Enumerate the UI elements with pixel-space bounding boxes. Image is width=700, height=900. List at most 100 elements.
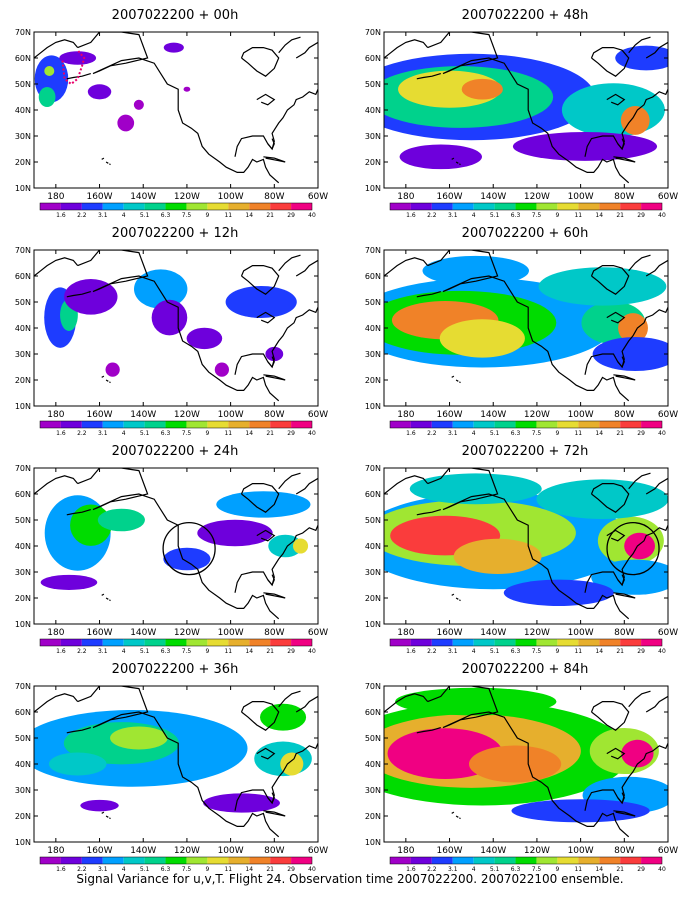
lat-label: 60N [15, 708, 31, 717]
panel-title: 2007022200 + 72h [461, 444, 589, 459]
coastline [606, 529, 626, 542]
variance-contour [38, 86, 56, 108]
coastline [101, 375, 105, 378]
variance-contour [615, 45, 668, 71]
variance-field [34, 686, 318, 838]
colorbar-swatch [494, 639, 516, 646]
colorbar-label: 9 [205, 430, 209, 437]
colorbar-swatch [620, 421, 642, 428]
colorbar-swatch [186, 857, 208, 864]
lat-label: 30N [15, 350, 31, 359]
variance-contour [409, 473, 542, 505]
lat-label: 70N [15, 246, 31, 255]
coastline [77, 468, 280, 620]
colorbar-frame [39, 638, 313, 647]
panel-title: 2007022200 + 48h [461, 8, 589, 23]
colorbar-swatch [599, 203, 621, 210]
colorbar-label: 3.1 [98, 866, 108, 873]
colorbar-swatch [291, 639, 312, 646]
colorbar-label: 9 [555, 430, 559, 437]
colorbar-swatch [249, 857, 271, 864]
colorbar-swatch [557, 203, 579, 210]
variance-contour [186, 327, 223, 350]
lat-label: 10N [365, 184, 381, 193]
coastline [455, 815, 459, 818]
variance-contour [48, 752, 107, 776]
colorbar-swatch [473, 857, 495, 864]
lon-label: 140W [480, 628, 506, 638]
coastline [109, 381, 111, 384]
lat-label: 40N [365, 106, 381, 115]
coastline [628, 254, 651, 272]
lat-label: 30N [365, 350, 381, 359]
coastline [384, 257, 429, 277]
colorbar-label: 4 [122, 866, 126, 873]
colorbar-label: 1.6 [56, 430, 66, 437]
lon-label: 180 [47, 410, 64, 420]
variance-contour [591, 559, 668, 595]
lat-label: 60N [15, 54, 31, 63]
lon-label: 60W [308, 410, 328, 420]
panel-title: 2007022200 + 84h [461, 662, 589, 677]
colorbar-label: 29 [287, 866, 295, 873]
colorbar-swatch [144, 857, 166, 864]
colorbar-swatch [102, 857, 124, 864]
colorbar-swatch [40, 203, 61, 210]
colorbar-swatch [431, 421, 453, 428]
map-panel-24h: 2007022200 + 24h 10N 20N 30N 40N 50N 60N 70N 18… [0, 436, 350, 656]
colorbar-label: 21 [616, 212, 624, 219]
lon-label: 180 [397, 846, 414, 856]
colorbar-label: 14 [245, 430, 253, 437]
colorbar-label: 7.5 [532, 866, 542, 873]
colorbar-label: 5.1 [490, 866, 500, 873]
variance-contour [203, 793, 280, 813]
coastline [34, 257, 79, 277]
coastline [34, 475, 79, 495]
coastline [66, 291, 91, 298]
colorbar-label: 29 [637, 430, 645, 437]
colorbar-swatch [473, 203, 495, 210]
lat-label: 50N [15, 80, 31, 89]
colorbar-label: 9 [205, 212, 209, 219]
coastline [263, 156, 286, 163]
coastline [459, 599, 461, 602]
lon-label: 120W [524, 410, 550, 420]
coastline [590, 47, 630, 77]
coastline [278, 36, 301, 54]
lon-label: 180 [47, 192, 64, 202]
coastline [105, 597, 109, 600]
variance-contour [292, 538, 309, 554]
lon-label: 80W [264, 628, 284, 638]
coastline [66, 509, 91, 516]
colorbar-swatch [249, 639, 271, 646]
lat-label: 70N [365, 682, 381, 691]
colorbar-label: 11 [224, 212, 232, 219]
colorbar-label: 9 [205, 648, 209, 655]
lat-label: 30N [15, 132, 31, 141]
coastline [416, 291, 441, 298]
colorbar-label: 40 [658, 430, 666, 437]
coastline [66, 727, 91, 734]
colorbar-label: 2.2 [427, 212, 437, 219]
variance-contour [44, 65, 55, 77]
map-panel-36h: 2007022200 + 36h 10N 20N 30N 40N 50N 60N 70N 18… [0, 654, 350, 874]
lon-label: 100W [218, 628, 244, 638]
variance-contour [536, 479, 668, 519]
lat-label: 60N [365, 54, 381, 63]
lat-label: 20N [365, 812, 381, 821]
colorbar-swatch [536, 203, 558, 210]
colorbar-swatch [536, 421, 558, 428]
colorbar-label: 3.1 [98, 648, 108, 655]
lon-label: 60W [658, 628, 678, 638]
colorbar-swatch [452, 857, 474, 864]
lon-label: 180 [397, 192, 414, 202]
variance-field [384, 32, 668, 184]
colorbar-label: 5.1 [490, 648, 500, 655]
colorbar-label: 7.5 [532, 212, 542, 219]
colorbar-swatch [123, 203, 145, 210]
colorbar-label: 14 [595, 866, 603, 873]
coastline [617, 138, 625, 151]
lat-label: 10N [15, 402, 31, 411]
coastline [617, 792, 625, 805]
colorbar-swatch [410, 639, 432, 646]
